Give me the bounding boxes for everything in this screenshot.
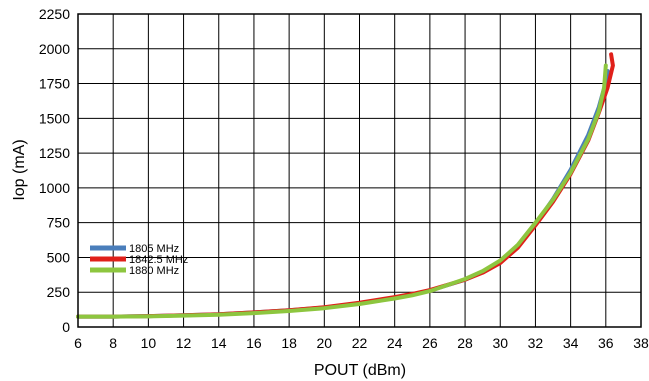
- x-tick-label: 18: [281, 335, 297, 351]
- legend-label: 1880 MHz: [129, 265, 179, 277]
- x-tick-label: 38: [633, 335, 649, 351]
- x-tick-label: 10: [141, 335, 157, 351]
- legend-label: 1805 MHz: [129, 243, 179, 255]
- x-tick-label: 20: [317, 335, 333, 351]
- x-tick-label: 26: [422, 335, 438, 351]
- x-tick-label: 24: [387, 335, 403, 351]
- y-tick-labels: 0 250 500 750 1000 1250 1500 1750 2000 2250: [39, 6, 70, 335]
- y-tick-label: 1500: [39, 110, 70, 126]
- x-tick-label: 12: [176, 335, 192, 351]
- y-tick-label: 2000: [39, 41, 70, 57]
- y-tick-label: 750: [47, 215, 71, 231]
- y-tick-label: 500: [47, 249, 71, 265]
- y-tick-label: 2250: [39, 6, 70, 22]
- y-tick-label: 250: [47, 284, 71, 300]
- x-axis-title: POUT (dBm): [314, 362, 406, 379]
- grid: [77, 13, 642, 328]
- y-tick-label: 1250: [39, 145, 70, 161]
- y-tick-label: 1750: [39, 76, 70, 92]
- legend-label: 1842.5 MHz: [129, 254, 188, 266]
- x-tick-label: 16: [246, 335, 262, 351]
- x-tick-label: 34: [563, 335, 579, 351]
- x-tick-labels: 6 8 10 12 14 16 18 20 22 24 26 28 30 32 34 36 38: [74, 335, 649, 351]
- x-tick-label: 28: [457, 335, 473, 351]
- x-tick-label: 32: [528, 335, 544, 351]
- x-tick-label: 30: [492, 335, 508, 351]
- x-tick-label: 8: [109, 335, 117, 351]
- plot-border: [77, 13, 642, 328]
- series-line-2: [76, 63, 608, 319]
- series-lines: [76, 52, 615, 319]
- y-tick-label: 1000: [39, 180, 70, 196]
- x-tick-label: 22: [352, 335, 368, 351]
- x-tick-label: 6: [74, 335, 82, 351]
- x-tick-label: 36: [598, 335, 614, 351]
- y-tick-label: 0: [62, 319, 70, 335]
- x-tick-label: 14: [211, 335, 227, 351]
- y-axis-title: Iop (mA): [11, 139, 28, 200]
